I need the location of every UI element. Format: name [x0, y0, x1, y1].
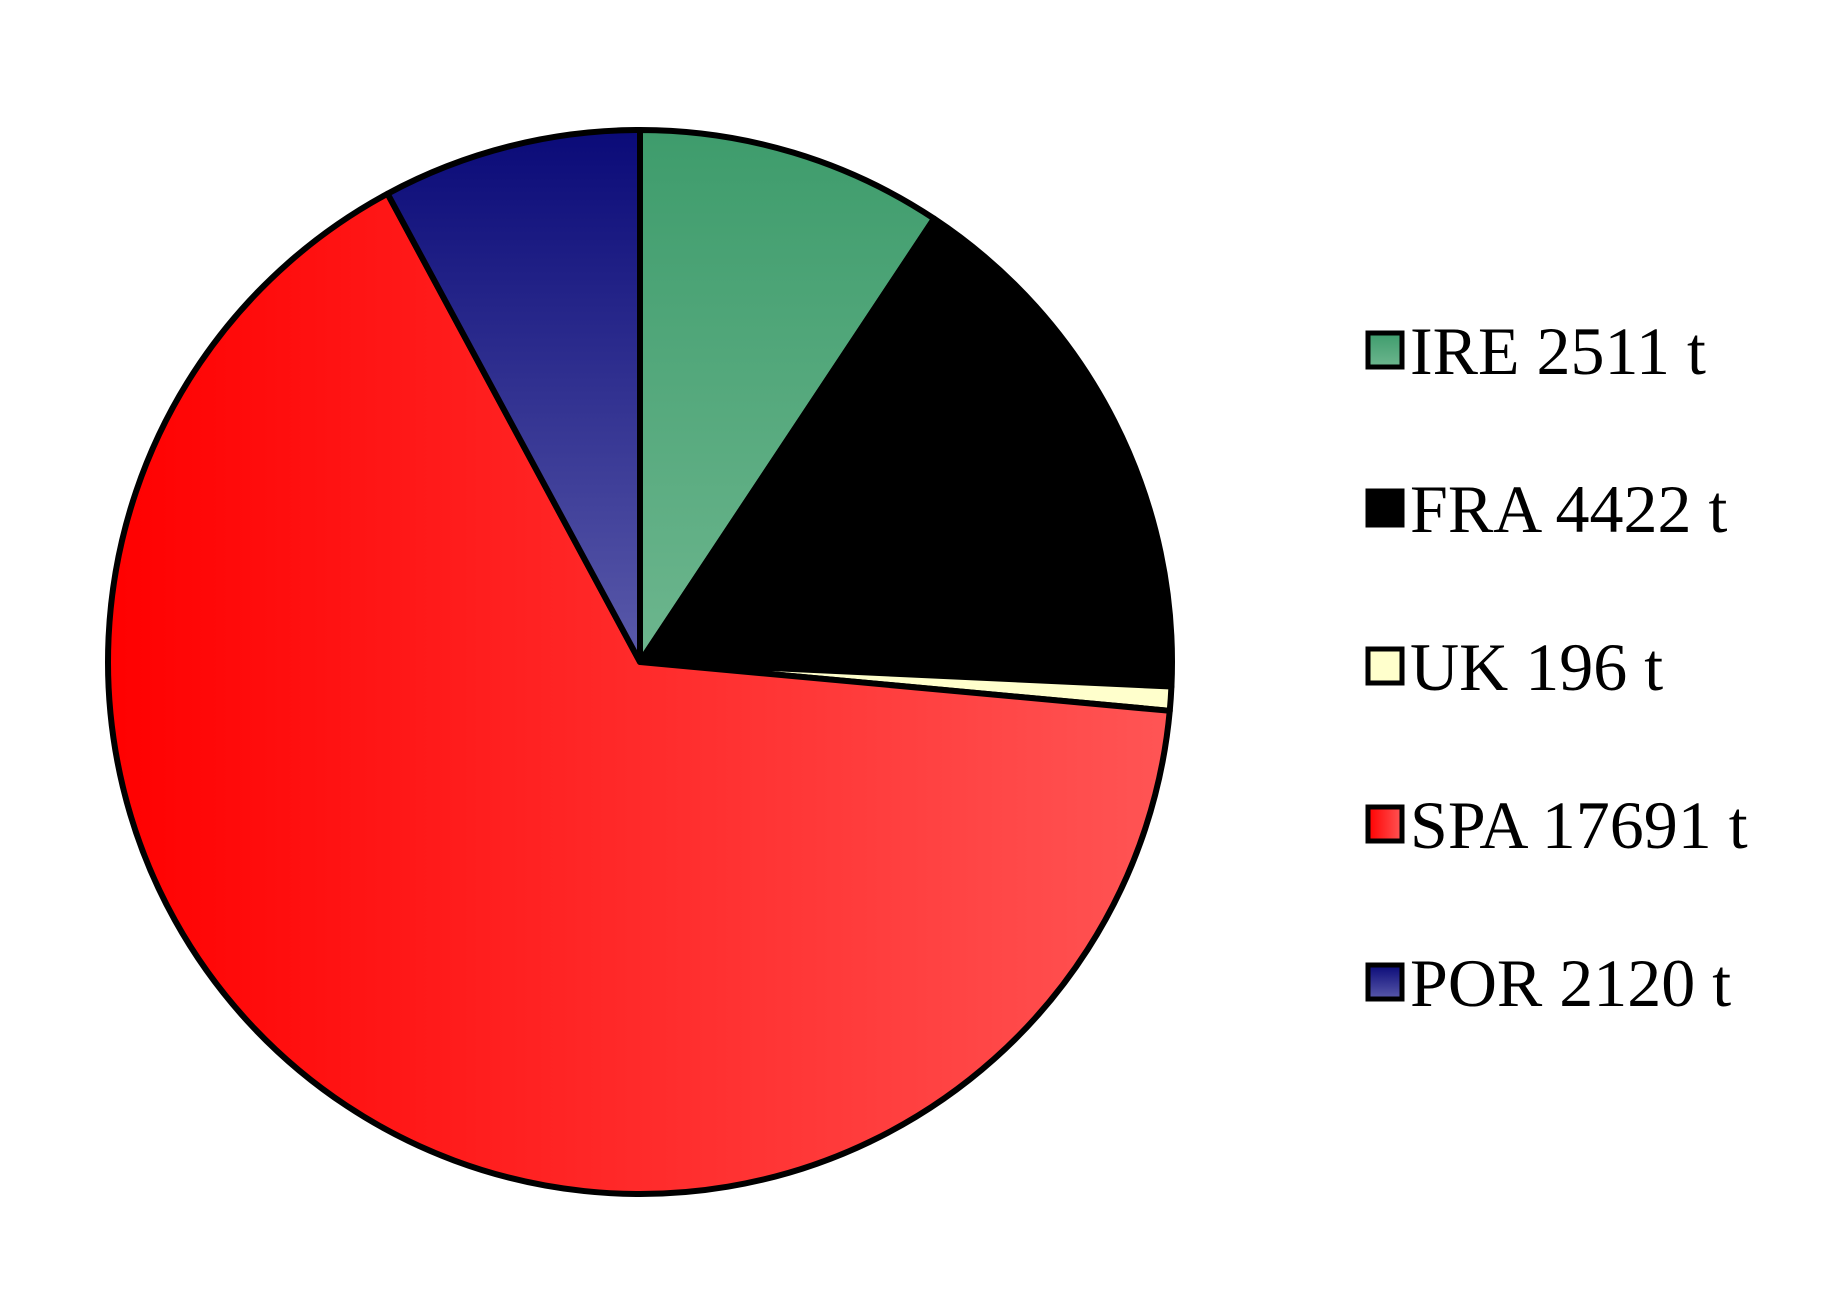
- legend-item-spa: SPA 17691 t: [1365, 787, 1748, 863]
- legend-label-ire: IRE 2511 t: [1410, 313, 1706, 389]
- pie-slice-fra: [637, 215, 1175, 690]
- pie-slice-por: [384, 127, 643, 665]
- legend-swatch-fra: [1365, 488, 1405, 528]
- legend-item-por: POR 2120 t: [1365, 945, 1731, 1021]
- legend-label-por: POR 2120 t: [1410, 945, 1731, 1021]
- legend-label-uk: UK 196 t: [1410, 629, 1663, 705]
- legend-item-uk: UK 196 t: [1365, 629, 1663, 705]
- legend-swatch-por: [1365, 962, 1405, 1002]
- legend: IRE 2511 t FRA 4422 t UK 196 t SPA 17691 t P…: [1365, 313, 1748, 1021]
- legend-item-ire: IRE 2511 t: [1365, 313, 1706, 389]
- pie-slices: [105, 127, 1175, 1197]
- legend-label-spa: SPA 17691 t: [1410, 787, 1748, 863]
- pie-slice-ire: [637, 127, 938, 665]
- legend-label-fra: FRA 4422 t: [1410, 471, 1728, 547]
- legend-swatch-uk: [1365, 646, 1405, 686]
- legend-swatch-spa: [1365, 804, 1405, 844]
- legend-item-fra: FRA 4422 t: [1365, 471, 1728, 547]
- pie-slice-spa: [105, 190, 1173, 1197]
- legend-swatch-ire: [1365, 330, 1405, 370]
